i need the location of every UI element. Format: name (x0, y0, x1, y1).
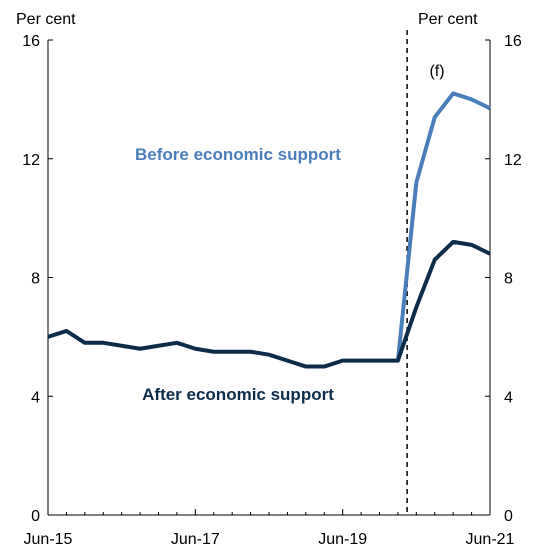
forecast-label: (f) (429, 63, 444, 80)
series-label-before: Before economic support (135, 145, 341, 164)
x-tick-label: Jun-17 (171, 531, 220, 547)
x-tick-label: Jun-21 (466, 531, 515, 547)
left-unit-label: Per cent (16, 11, 76, 28)
y-tick-label-left: 12 (22, 152, 40, 169)
series-line-after (47, 239, 491, 369)
y-tick-label-left: 8 (31, 271, 40, 288)
y-tick-label-right: 12 (504, 152, 522, 169)
y-tick-label-left: 0 (31, 508, 40, 525)
forecast-marker-group: (f) (406, 30, 445, 515)
series-line-before (395, 91, 491, 361)
y-tick-label-right: 4 (504, 389, 513, 406)
y-ticks: 0 0 4 4 8 8 12 12 16 16 (22, 33, 522, 525)
x-tick-label: Jun-19 (318, 531, 367, 547)
right-unit-label: Per cent (418, 11, 478, 28)
series-group (47, 91, 491, 369)
y-tick-label-left: 4 (31, 389, 40, 406)
y-tick-label-right: 16 (504, 33, 522, 50)
y-tick-label-right: 0 (504, 508, 513, 525)
x-ticks: Jun-15 Jun-17 Jun-19 Jun-21 (24, 509, 515, 547)
y-tick-label-right: 8 (504, 271, 513, 288)
x-tick-label: Jun-15 (24, 531, 73, 547)
series-label-after: After economic support (142, 385, 334, 404)
y-tick-label-left: 16 (22, 33, 40, 50)
